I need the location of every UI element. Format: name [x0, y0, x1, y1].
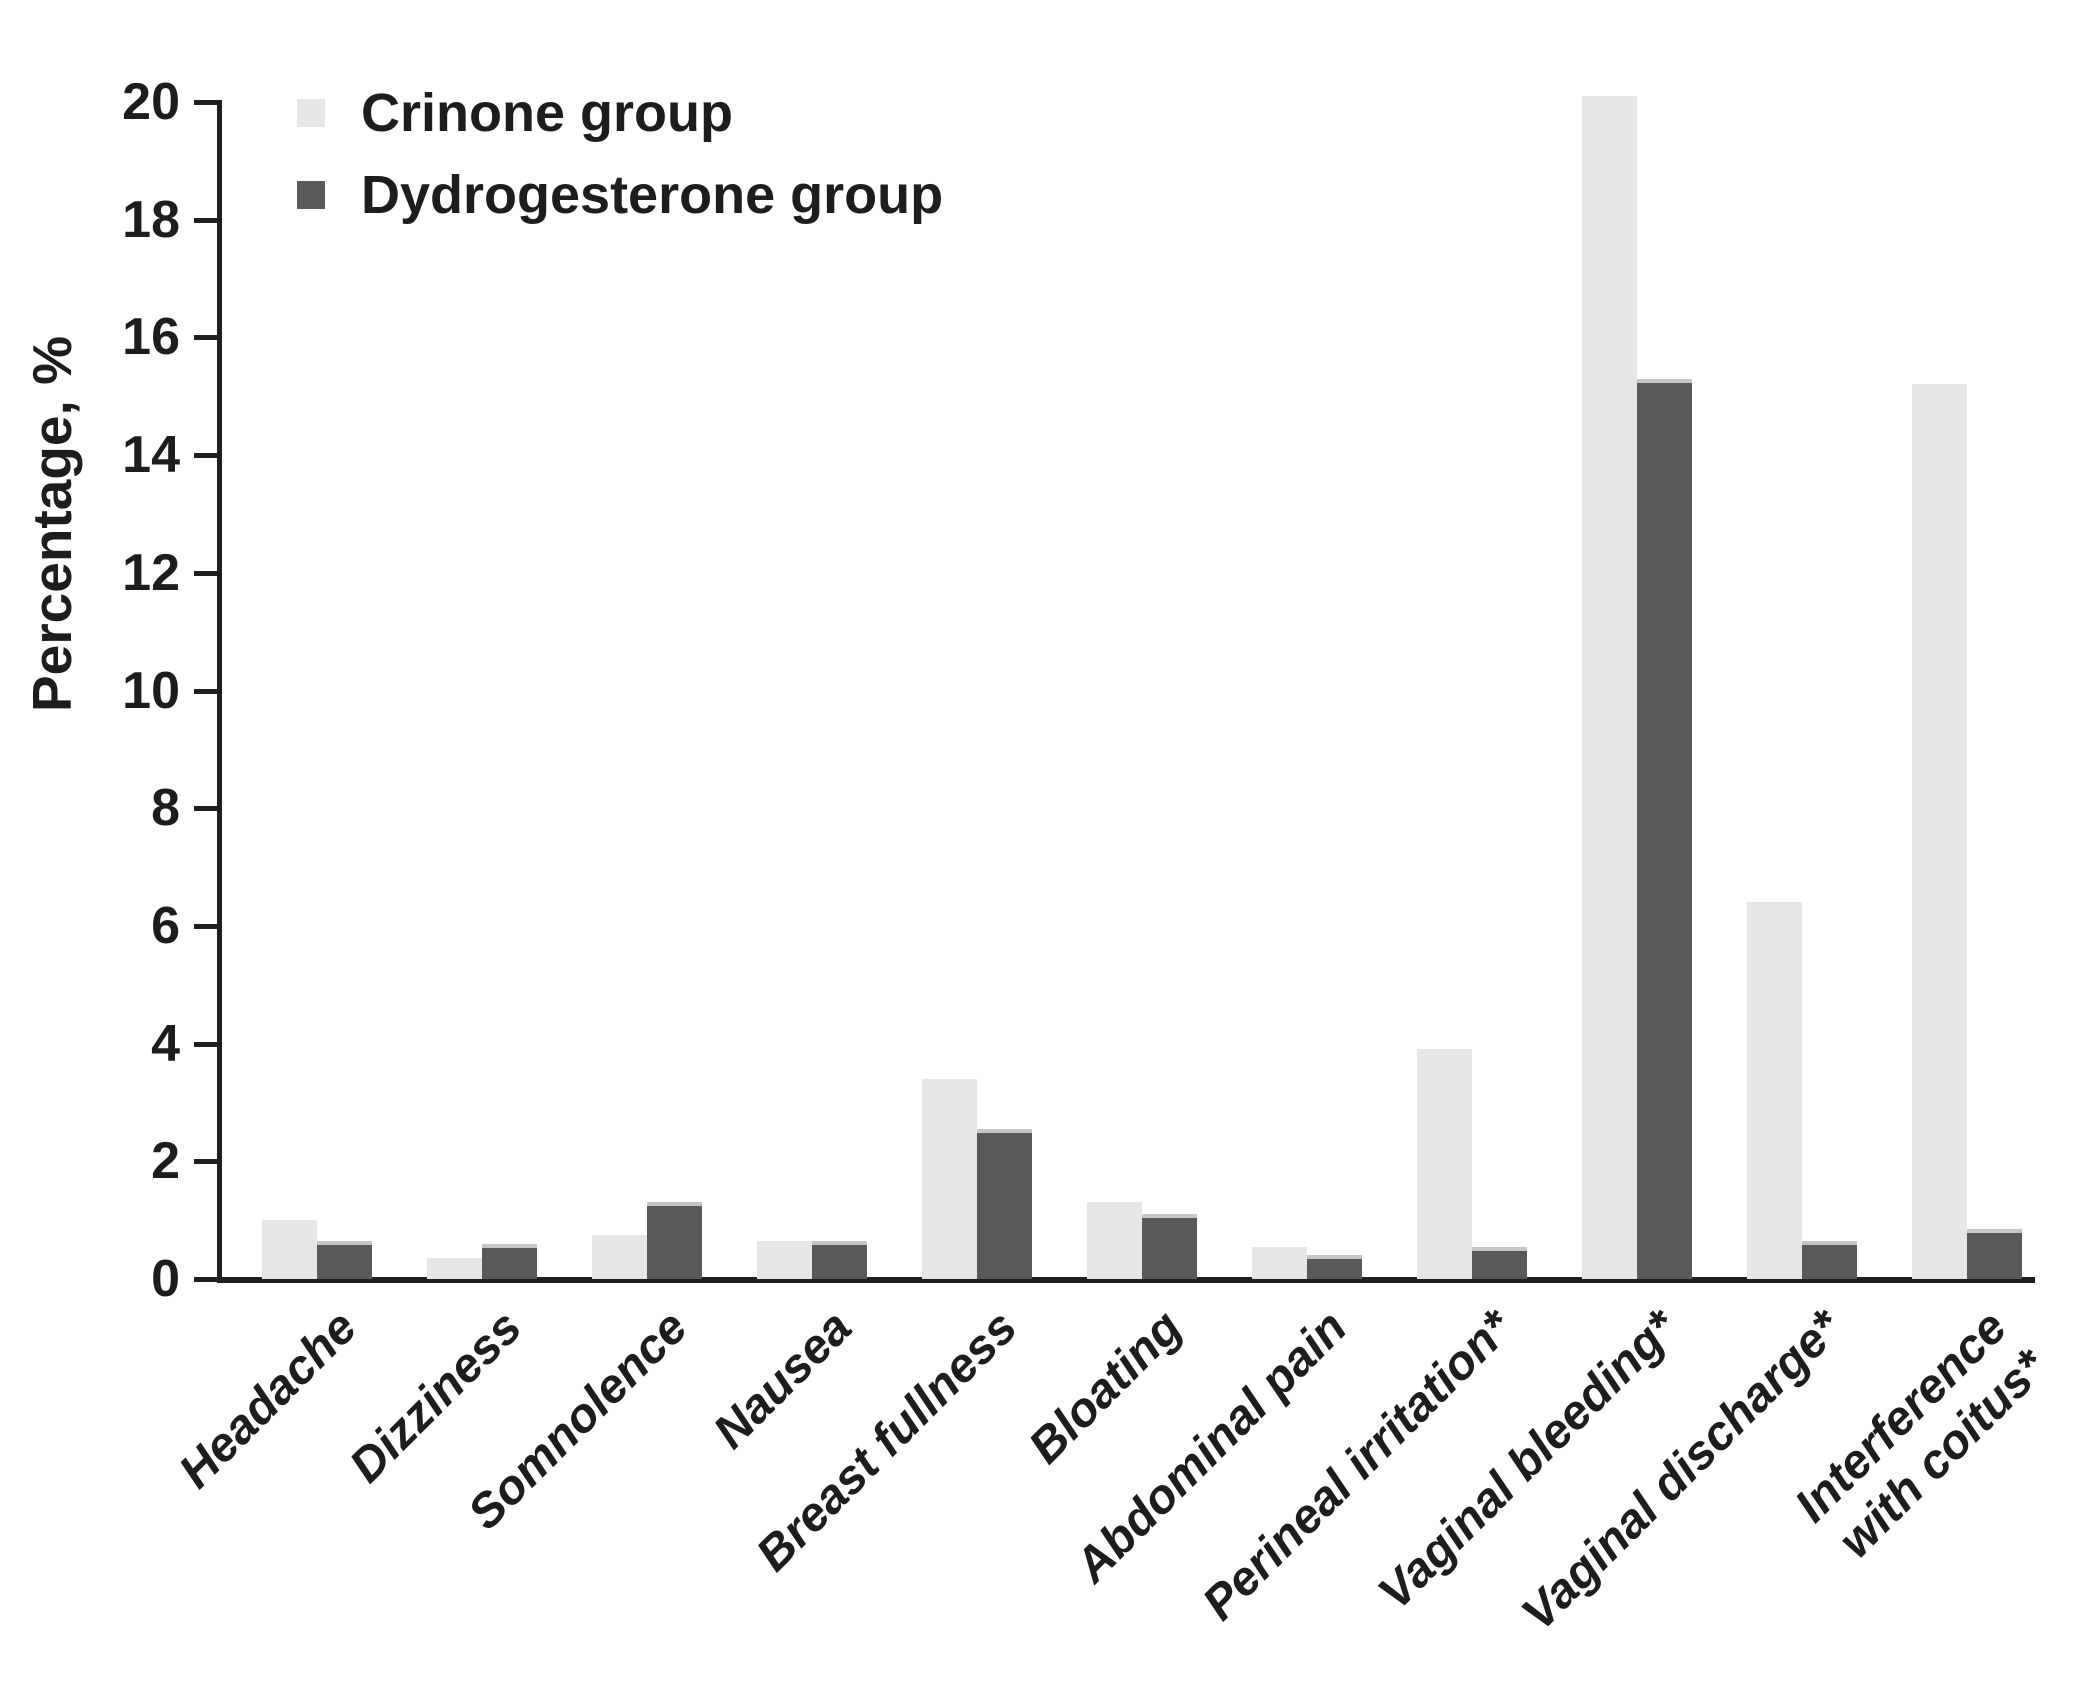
bar-crinone-perineal-irritation-	[1417, 1049, 1472, 1279]
y-tick-label: 2	[151, 1132, 180, 1190]
y-tick-mark	[194, 1042, 220, 1047]
x-axis-label: Vaginal bleeding*	[1368, 1300, 1688, 1620]
y-tick-label: 0	[151, 1250, 180, 1308]
bar-crinone-somnolence	[592, 1235, 647, 1279]
bar-crinone-abdominal-pain	[1252, 1247, 1307, 1279]
y-tick-mark	[194, 453, 220, 458]
y-tick-label: 14	[122, 426, 180, 484]
bar-dydrogesterone-abdominal-pain	[1307, 1255, 1362, 1279]
legend-item-crinone: Crinone group	[297, 83, 943, 143]
y-tick-mark	[194, 689, 220, 694]
bar-dydrogesterone-vaginal-discharge-	[1802, 1241, 1857, 1279]
x-axis-label: Bloating	[1018, 1300, 1193, 1474]
y-tick-label: 18	[122, 191, 180, 249]
bar-crinone-nausea	[757, 1241, 812, 1279]
bar-dydrogesterone-nausea	[812, 1241, 867, 1279]
y-tick-label: 10	[122, 662, 180, 720]
bar-crinone-vaginal-discharge-	[1747, 902, 1802, 1279]
legend-label-dydrogesterone: Dydrogesterone group	[361, 165, 944, 225]
bar-dydrogesterone-breast-fullness	[977, 1129, 1032, 1279]
bar-dydrogesterone-somnolence	[647, 1202, 702, 1279]
legend-label-crinone: Crinone group	[361, 83, 733, 143]
bar-crinone-dizziness	[427, 1258, 482, 1279]
y-tick-mark	[194, 1277, 220, 1282]
y-tick-label: 12	[122, 544, 180, 602]
x-axis-line	[217, 1277, 2035, 1283]
x-axis-label: Headache	[169, 1300, 368, 1499]
bar-dydrogesterone-headache	[317, 1241, 372, 1279]
crinone-swatch-icon	[297, 99, 325, 127]
bar-dydrogesterone-perineal-irritation-	[1472, 1247, 1527, 1279]
y-tick-mark	[194, 335, 220, 340]
bar-crinone-interference	[1912, 384, 1967, 1279]
bar-crinone-vaginal-bleeding-	[1582, 96, 1637, 1279]
y-tick-mark	[194, 1159, 220, 1164]
y-tick-label: 6	[151, 897, 180, 955]
bar-crinone-bloating	[1087, 1202, 1142, 1279]
bar-dydrogesterone-dizziness	[482, 1244, 537, 1279]
x-axis-label: Vaginal discharge*	[1512, 1300, 1853, 1641]
bar-crinone-headache	[262, 1220, 317, 1279]
y-tick-label: 8	[151, 779, 180, 837]
y-tick-mark	[194, 571, 220, 576]
legend-item-dydrogesterone: Dydrogesterone group	[297, 165, 943, 225]
bar-crinone-breast-fullness	[922, 1079, 977, 1279]
bar-dydrogesterone-interference	[1967, 1229, 2022, 1279]
bar-dydrogesterone-vaginal-bleeding-	[1637, 379, 1692, 1279]
dydrogesterone-swatch-icon	[297, 181, 325, 209]
y-tick-label: 16	[122, 308, 180, 366]
x-axis-label: Perineal irritation*	[1192, 1300, 1523, 1631]
y-tick-mark	[194, 218, 220, 223]
y-tick-mark	[194, 924, 220, 929]
y-tick-mark	[194, 806, 220, 811]
legend: Crinone group Dydrogesterone group	[297, 83, 943, 250]
bar-dydrogesterone-bloating	[1142, 1214, 1197, 1279]
y-tick-label: 20	[122, 73, 180, 131]
x-axis-label: Nausea	[703, 1300, 863, 1459]
y-axis-title: Percentage, %	[21, 336, 83, 713]
y-tick-label: 4	[151, 1015, 180, 1073]
y-tick-mark	[194, 100, 220, 105]
